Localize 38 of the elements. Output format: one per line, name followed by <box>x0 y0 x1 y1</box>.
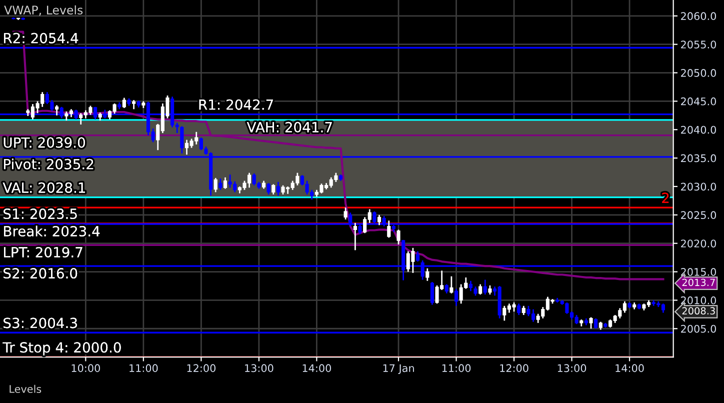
x-tick-label: 13:00 <box>245 364 274 372</box>
chart-title: VWAP, Levels <box>4 5 83 16</box>
ref-line-label: Pivot: 2035.2 <box>4 158 94 170</box>
y-tick-label: 2040.0 <box>681 126 716 134</box>
y-tick-label: 2055.0 <box>681 40 716 48</box>
y-tick-label: 2050.0 <box>681 69 716 77</box>
y-tick-label: 2005.0 <box>681 324 716 333</box>
x-tick-label: 11:00 <box>442 364 471 372</box>
y-tick-label: 2010.0 <box>681 296 716 304</box>
x-tick-label: 12:00 <box>187 364 216 372</box>
y-tick-label: 2060.0 <box>681 12 716 20</box>
ref-line-label: VAL: 2028.1 <box>2 182 85 193</box>
x-tick-label: 17 Jan <box>383 364 414 374</box>
x-tick-label: 12:00 <box>500 364 528 372</box>
ref-line-label: Tr Stop 4: 2000.0 <box>2 342 121 356</box>
y-tick-label: 2030.0 <box>681 182 716 191</box>
ref-line-label: Break: 2023.4 <box>4 226 100 236</box>
ref-line-label: UPT: 2039.0 <box>4 137 85 148</box>
ref-line-label: R2: 2054.4 <box>4 32 78 44</box>
y-tick-label: 2045.0 <box>681 97 716 106</box>
y-tick-label: 2035.0 <box>681 154 716 162</box>
x-tick-label: 13:00 <box>558 364 586 372</box>
x-tick-label: 11:00 <box>130 364 158 372</box>
x-tick-label: 14:00 <box>616 364 644 372</box>
y-tick-label: 2015.0 <box>681 268 716 276</box>
text: 2013.7 <box>682 278 715 286</box>
ref-line-label: LPT: 2019.7 <box>4 247 82 258</box>
text: 2008.3 <box>682 307 715 315</box>
ref-line-label: S2: 2016.0 <box>4 268 78 279</box>
ref-line-label: VAH: 2041.7 <box>246 122 332 132</box>
x-tick-label: 10:00 <box>72 364 100 372</box>
ref-line-label: S1: 2023.5 <box>4 208 77 220</box>
x-tick-label: 14:00 <box>302 364 332 372</box>
y-tick-label: 2020.0 <box>681 240 716 248</box>
text: Levels <box>10 384 42 393</box>
ref-line-label: S3: 2004.3 <box>4 318 77 328</box>
y-tick-label: 2025.0 <box>681 211 716 220</box>
ref-line-label: R1: 2042.7 <box>199 99 273 110</box>
